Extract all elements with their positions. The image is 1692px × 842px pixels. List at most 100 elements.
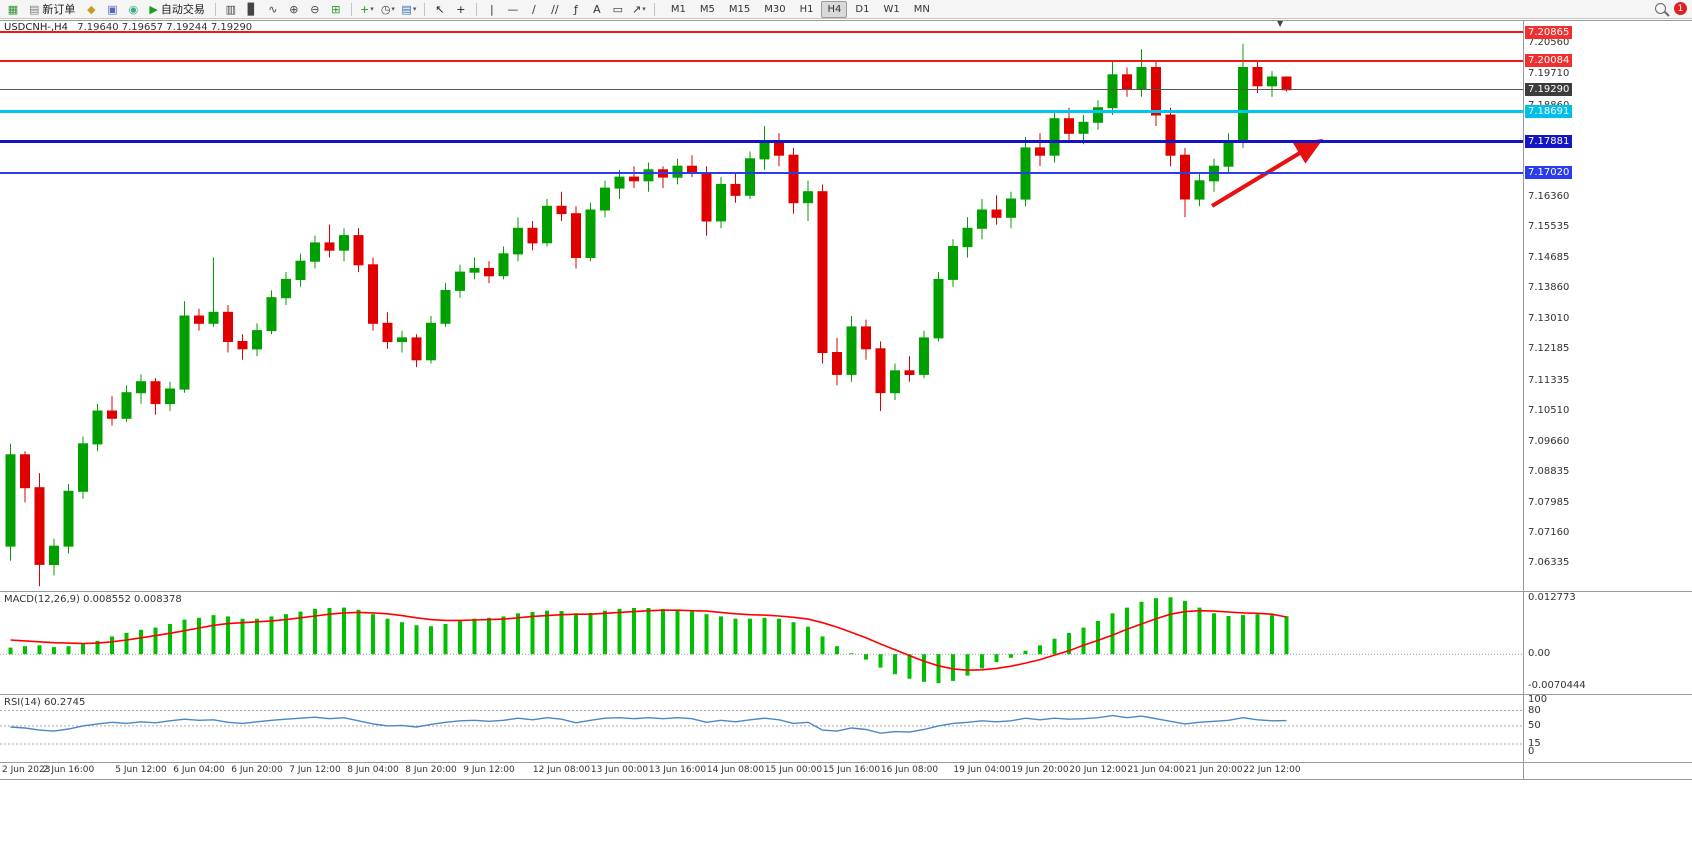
price-tick-label: 7.11335 [1528, 374, 1570, 386]
rsi-pane[interactable]: RSI(14) 60.2745 [0, 695, 1523, 761]
time-tick-label: 2 Jun 2023 [2, 765, 51, 775]
resistance-line-upper[interactable] [0, 31, 1523, 34]
text-icon[interactable]: A [587, 1, 607, 17]
timeframe-button-m15[interactable]: M15 [728, 3, 751, 15]
line-chart-icon[interactable]: ∿ [263, 1, 283, 17]
zoom-out-icon[interactable]: ⊖ [305, 1, 325, 17]
new-order-button-label: 新订单 [42, 3, 76, 16]
toolbar-separator [653, 2, 655, 16]
new-chart-icon[interactable]: ▦ [3, 1, 23, 17]
macd-rsi-divider[interactable] [0, 694, 1692, 695]
timeframe-button-m5[interactable]: M5 [699, 3, 715, 15]
timeframe-button-m1[interactable]: M1 [670, 3, 686, 15]
channel-icon: ∕∕ [551, 2, 559, 16]
cursor-icon: ↖ [435, 2, 445, 16]
price-tick-label: 7.09660 [1528, 435, 1570, 447]
tile-windows-icon[interactable]: ⊞ [326, 1, 346, 17]
candlestick-chart-icon: ▊ [247, 2, 257, 16]
time-tick-label: 8 Jun 04:00 [347, 765, 399, 775]
price-tick-label: 7.14685 [1528, 252, 1570, 263]
text-icon: A [593, 2, 601, 16]
time-tick-label: 16 Jun 08:00 [880, 765, 939, 775]
vertical-line-icon[interactable]: | [482, 1, 502, 17]
macd-tick-label: 0.00 [1528, 648, 1551, 660]
caret-down-icon: ▾ [642, 5, 646, 13]
price-tick-label: 7.19710 [1528, 68, 1570, 80]
templates-icon[interactable]: ▤ ▾ [399, 1, 419, 17]
price-tick-label: 7.08835 [1528, 465, 1570, 477]
time-axis[interactable]: 2 Jun 2023 2 Jun 16:00 5 Jun 12:00 6 Jun 04… [0, 763, 1523, 779]
chart-shift-marker[interactable]: ▼ [1277, 19, 1284, 28]
time-tick-label: 21 Jun 04:00 [1127, 765, 1185, 775]
symbol-timeframe-label: USDCNH-,H4 [4, 22, 69, 33]
time-tick-label: 20 Jun 12:00 [1069, 765, 1127, 775]
navigator-icon[interactable]: ◉ [123, 1, 143, 17]
toolbar-separator [350, 2, 352, 16]
line-chart-icon: ∿ [268, 2, 278, 16]
chart-info-header: USDCNH-,H4 7.19640 7.19657 7.19244 7.192… [4, 22, 252, 33]
toolbar-items: ▦ ▤ 新订单 ◆ ▣ ◉ ▶ 自动交易 ▥ ▊ ∿ ⊕ ⊖ ⊞ + ▾ ◷ ▾ ▤ ▾ ↖ + | — ∕ ∕∕ ƒ A ▭ ↗ ▾ [3, 1, 659, 17]
price-chart-pane[interactable]: USDCNH-,H4 7.19640 7.19657 7.19244 7.192… [0, 19, 1523, 590]
auto-trading-button[interactable]: ▶ 自动交易 [144, 1, 209, 17]
timeframe-button-h4[interactable]: H4 [821, 0, 848, 18]
market-watch-icon[interactable]: ▣ [102, 1, 122, 17]
price-axis[interactable]: 7.20865 7.20084 7.19290 7.18691 7.17881 7.170… [1524, 20, 1692, 779]
macd-tick-label: 0.012773 [1528, 591, 1576, 603]
price-macd-divider[interactable] [0, 591, 1692, 592]
cursor-icon[interactable]: ↖ [430, 1, 450, 17]
periods-icon[interactable]: ◷ ▾ [378, 1, 398, 17]
cyan-level-line[interactable] [0, 110, 1523, 114]
macd-tick-label: -0.0070444 [1528, 679, 1586, 691]
resistance-line-price-label: 7.20084 [1525, 54, 1573, 68]
indicators-icon: + [360, 2, 370, 16]
trendline-icon[interactable]: ∕ [524, 1, 544, 17]
timeframe-button-h1[interactable]: H1 [799, 3, 814, 15]
time-tick-label: 12 Jun 08:00 [532, 765, 591, 775]
macd-pane[interactable]: MACD(12,26,9) 0.008552 0.008378 [0, 592, 1523, 692]
horizontal-line-icon[interactable]: — [503, 1, 523, 17]
timeframe-button-m30[interactable]: M30 [764, 3, 786, 15]
search-icon[interactable] [1655, 3, 1666, 14]
support-line-1[interactable] [0, 139, 1523, 143]
zoom-in-icon[interactable]: ⊕ [284, 1, 304, 17]
candlestick-chart-icon[interactable]: ▊ [242, 1, 262, 17]
crosshair-icon[interactable]: + [451, 1, 471, 17]
bar-chart-icon[interactable]: ▥ [221, 1, 241, 17]
profiles-icon[interactable]: ◆ [81, 1, 101, 17]
time-tick-label: 8 Jun 20:00 [405, 765, 457, 775]
toolbar-separator [214, 2, 216, 16]
new-order-button[interactable]: ▤ 新订单 [24, 1, 80, 17]
arrows-icon[interactable]: ↗ ▾ [629, 1, 649, 17]
text-label-icon: ▭ [612, 2, 624, 16]
support-line-2[interactable] [0, 171, 1523, 174]
indicators-icon[interactable]: + ▾ [357, 1, 377, 17]
rsi-header: RSI(14) 60.2745 [4, 697, 86, 708]
timeframe-button-d1[interactable]: D1 [855, 3, 870, 15]
macd-header: MACD(12,26,9) 0.008552 0.008378 [4, 594, 182, 605]
chart-top-border [0, 20, 1692, 21]
annotation-arrow[interactable] [1210, 138, 1324, 208]
notification-badge[interactable]: 1 [1674, 2, 1687, 15]
resistance-line[interactable] [0, 59, 1523, 62]
navigator-icon: ◉ [128, 2, 139, 16]
arrows-icon: ↗ [632, 2, 642, 16]
rsi-tick-label: 0 [1528, 745, 1535, 757]
support-line-1-price-label: 7.17881 [1525, 134, 1573, 148]
profiles-icon: ◆ [87, 2, 96, 16]
price-tick-label: 7.15535 [1528, 221, 1570, 232]
timeframe-button-w1[interactable]: W1 [883, 3, 900, 15]
market-watch-icon: ▣ [107, 2, 118, 16]
fibonacci-icon[interactable]: ƒ [566, 1, 586, 17]
channel-icon[interactable]: ∕∕ [545, 1, 565, 17]
timeframe-button-mn[interactable]: MN [913, 3, 930, 15]
price-tick-label: 7.06335 [1528, 557, 1570, 569]
price-tick-label: 7.16360 [1528, 190, 1570, 202]
rsi-time-divider [0, 762, 1692, 763]
text-label-icon[interactable]: ▭ [608, 1, 628, 17]
current-price-line[interactable] [0, 89, 1523, 91]
resistance-line-upper-price-label: 7.20865 [1525, 25, 1573, 39]
window-bottom-border [0, 779, 1692, 780]
vertical-line-icon: | [490, 2, 494, 16]
price-tick-label: 7.07985 [1528, 496, 1570, 508]
